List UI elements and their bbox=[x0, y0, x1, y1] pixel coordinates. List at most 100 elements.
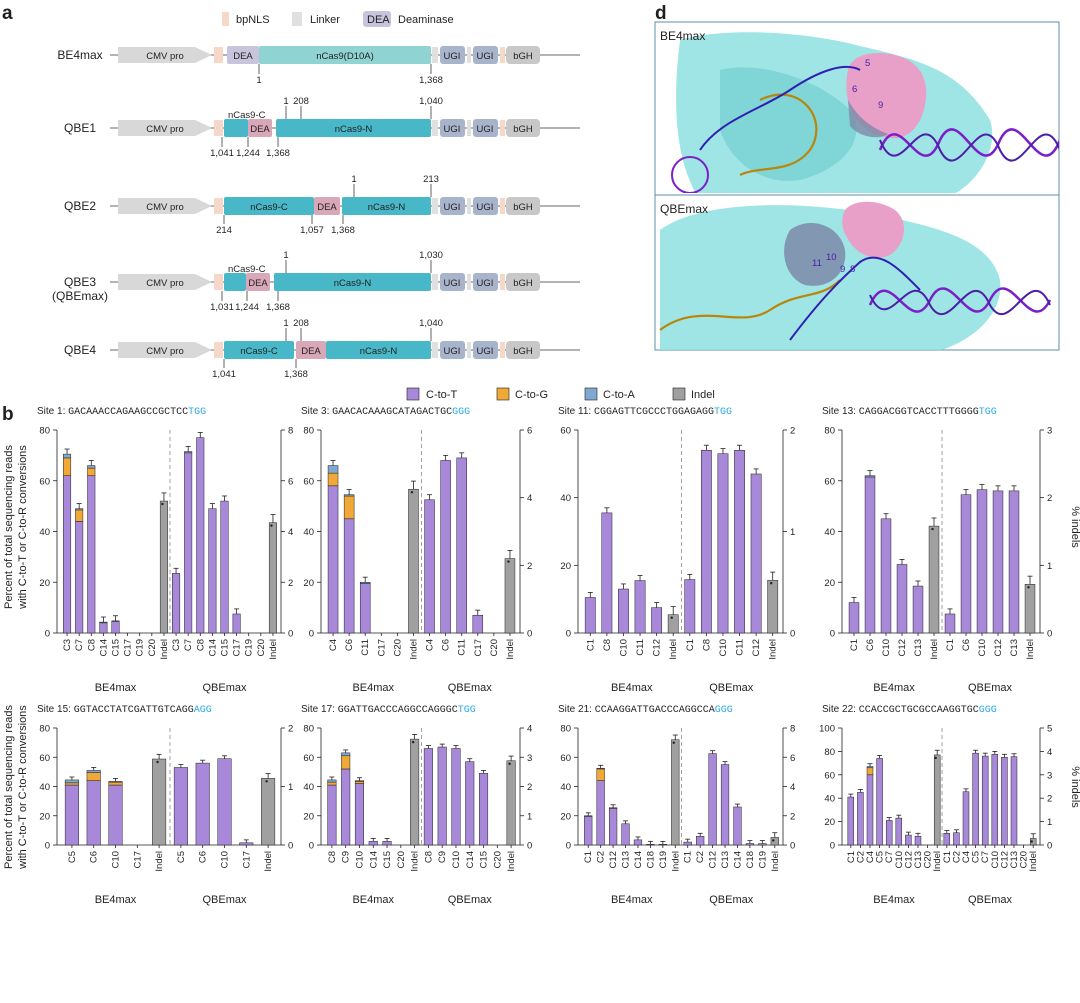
bar-c-to-t bbox=[976, 489, 988, 634]
segment-label: nCas9-C bbox=[250, 202, 288, 213]
bar-c-to-t bbox=[75, 521, 84, 634]
bar-indel bbox=[261, 778, 276, 846]
bar-c-to-t bbox=[440, 460, 451, 634]
residue-number: 1,244 bbox=[235, 302, 259, 313]
bgh-label: bGH bbox=[513, 124, 533, 135]
protein-segment bbox=[248, 119, 272, 137]
bar-c-to-t bbox=[847, 796, 855, 846]
ugi-label-1: UGI bbox=[444, 202, 461, 213]
chart-site-17: Site 17: GGATTGACCCAGGCCAGGGCTGG02040608… bbox=[301, 704, 532, 906]
promoter-arrow bbox=[118, 342, 212, 358]
pam-sequence: TGG bbox=[714, 407, 732, 418]
group-label-be4max: BE4max bbox=[873, 682, 915, 694]
right-axis-title-row1: % indels bbox=[1069, 506, 1080, 548]
residue-number: 1,041 bbox=[212, 369, 236, 380]
bar-c-to-t bbox=[991, 754, 999, 846]
y-tick-label: 20 bbox=[824, 578, 835, 589]
bpnls-segment bbox=[214, 274, 223, 290]
segment-label: nCas9-N bbox=[335, 124, 373, 135]
ugi-segment-2 bbox=[473, 46, 498, 64]
bar-c-to-g bbox=[327, 472, 339, 487]
y2-tick-label: 3 bbox=[1047, 770, 1052, 781]
construct-qbe3: QBE3(QBEmax) CMV pro DEA nCas9-N nCas9-C UGI U… bbox=[52, 250, 580, 313]
x-tick-label: C20 bbox=[1019, 851, 1030, 868]
be4max-cas9-shadow bbox=[720, 67, 857, 181]
bgh-label: bGH bbox=[513, 346, 533, 357]
bar-c-to-g bbox=[75, 509, 84, 522]
bar-c-to-g bbox=[341, 755, 351, 770]
x-tick-label: C12 bbox=[993, 639, 1004, 656]
bar-c-to-g bbox=[63, 457, 72, 476]
y-tick-label: 0 bbox=[45, 841, 50, 852]
bar-c-to-t bbox=[905, 834, 912, 846]
bar-c-to-t bbox=[944, 613, 956, 634]
ugi-segment-2 bbox=[473, 341, 498, 359]
linker-segment-2 bbox=[467, 198, 471, 214]
protein-segment bbox=[259, 46, 431, 64]
ugi-label-1: UGI bbox=[444, 278, 461, 289]
chart-site-3: Site 3: GAACACAAAGCATAGACTGCGGG020406080… bbox=[301, 406, 532, 694]
residue-number: 1,041 bbox=[210, 148, 234, 159]
right-axis-title-row2: % indels bbox=[1069, 766, 1080, 808]
y-tick-label: 40 bbox=[560, 782, 571, 793]
y2-tick-label: 2 bbox=[1047, 493, 1052, 504]
group-label-be4max: BE4max bbox=[352, 682, 394, 694]
bar-c-to-g bbox=[343, 495, 355, 520]
ugi-label-2: UGI bbox=[477, 51, 494, 62]
replicate-dot bbox=[156, 760, 159, 764]
pam-sequence: TGG bbox=[458, 705, 476, 716]
site-label: Site 21: bbox=[558, 704, 595, 715]
y-tick-label: 60 bbox=[39, 476, 50, 487]
bar-c-to-t bbox=[86, 780, 101, 846]
y-tick-label: 20 bbox=[560, 811, 571, 822]
bar-c-to-t bbox=[472, 614, 484, 634]
site-label: Site 1: bbox=[37, 406, 68, 417]
panel-b-charts: Site 1: GACAAACCAGAAGCCGCTCCTGG020406080… bbox=[37, 406, 1052, 906]
replicate-dot bbox=[1030, 840, 1033, 843]
bar-c-to-t bbox=[584, 597, 596, 634]
bar-c-to-t bbox=[368, 841, 378, 846]
be4max-dna-helix-2 bbox=[879, 133, 1059, 162]
x-tick-label: C13 bbox=[621, 851, 632, 868]
replicate-dot bbox=[670, 616, 673, 619]
legend-swatch-c-to-a bbox=[584, 387, 598, 401]
x-tick-label: C10 bbox=[881, 639, 892, 656]
linker-segment bbox=[432, 342, 438, 358]
bar-c-to-t bbox=[960, 494, 972, 634]
promoter-arrow bbox=[118, 120, 212, 136]
y-tick-label: 80 bbox=[560, 724, 571, 735]
panel-letter-b: b bbox=[2, 404, 14, 425]
protein-segment bbox=[224, 273, 246, 291]
x-tick-label: C10 bbox=[111, 851, 122, 868]
bpnls-segment bbox=[214, 47, 223, 63]
panel-b-legend: C-to-T C-to-G C-to-A Indel bbox=[406, 387, 715, 401]
x-tick-label: C10 bbox=[354, 851, 365, 868]
panel-letter-d: d bbox=[655, 3, 667, 24]
promoter-arrow bbox=[118, 47, 212, 63]
bar-c-to-t bbox=[172, 573, 181, 634]
bar-c-to-t bbox=[1008, 490, 1020, 634]
be4max-residue-5: 5 bbox=[865, 58, 870, 69]
ugi-label-1: UGI bbox=[444, 346, 461, 357]
x-tick-label: C4 bbox=[328, 639, 339, 651]
legend-swatch-indel bbox=[672, 387, 686, 401]
x-tick-label: C5 bbox=[67, 851, 78, 863]
x-tick-label: C1 bbox=[945, 639, 956, 651]
residue-number: 1,031 bbox=[210, 302, 234, 313]
x-tick-label: C15 bbox=[479, 851, 490, 868]
segment-label: nCas9-N bbox=[334, 278, 372, 289]
dea-legend-box-label: DEA bbox=[367, 14, 390, 26]
x-tick-label: C14 bbox=[633, 851, 644, 868]
x-tick-label: C19 bbox=[244, 639, 255, 656]
ugi-segment-2 bbox=[473, 197, 498, 215]
x-tick-label: Indel bbox=[268, 639, 279, 660]
site-label: Site 13: bbox=[822, 406, 859, 417]
bar-c-to-a bbox=[359, 582, 371, 584]
y-tick-label: 80 bbox=[824, 747, 835, 758]
legend-swatch-c-to-g bbox=[496, 387, 510, 401]
x-tick-label: C13 bbox=[1009, 639, 1020, 656]
x-tick-label: C8 bbox=[423, 851, 434, 863]
x-tick-label: C11 bbox=[635, 639, 646, 656]
qbemax-target-strand bbox=[789, 256, 921, 341]
y2-tick-label: 2 bbox=[790, 426, 795, 437]
